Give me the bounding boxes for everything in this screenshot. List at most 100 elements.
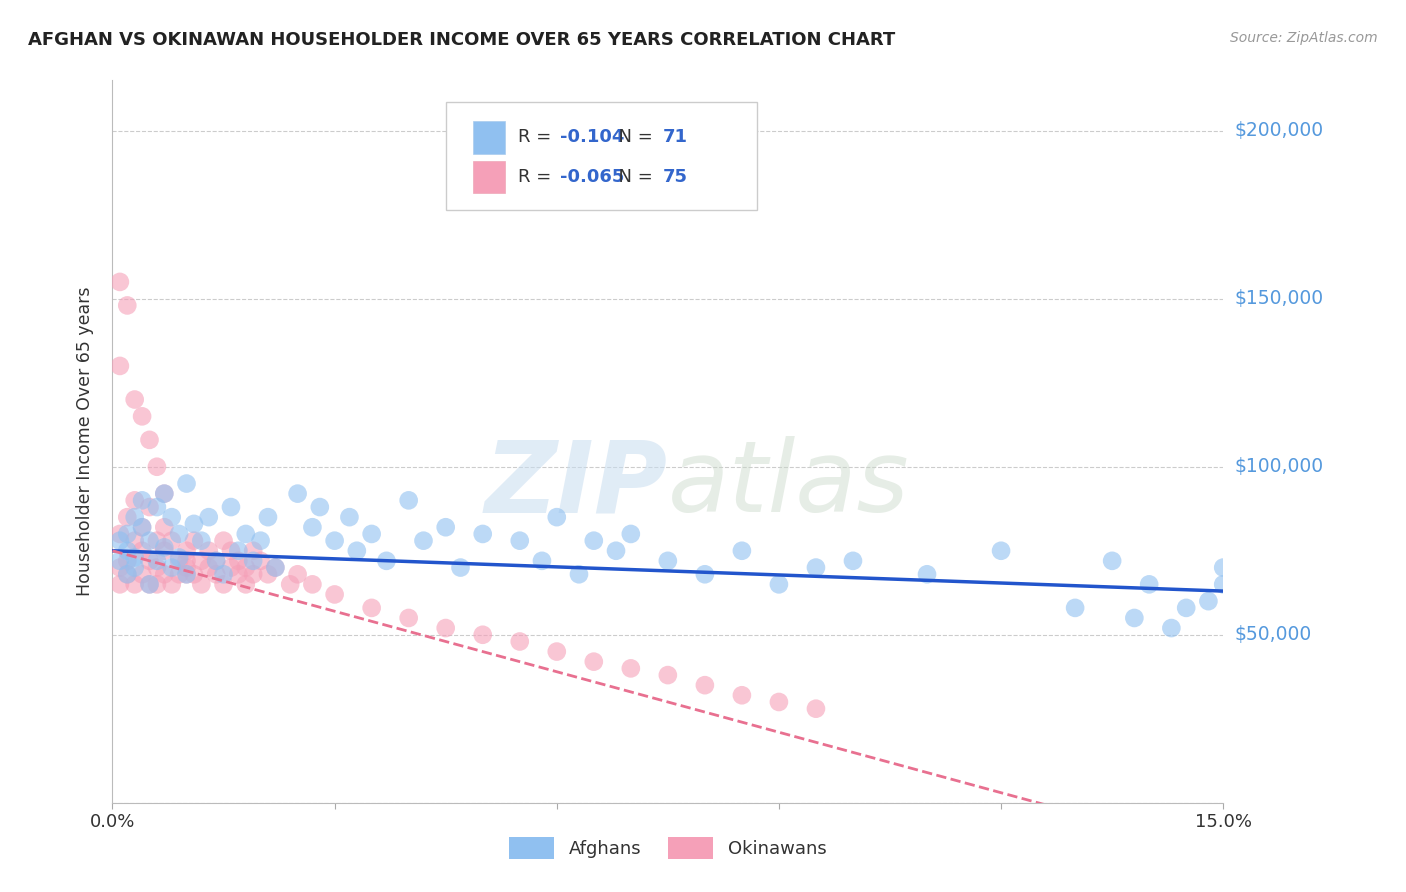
Point <box>146 533 169 548</box>
Bar <box>474 161 505 193</box>
Text: Source: ZipAtlas.com: Source: ZipAtlas.com <box>1230 31 1378 45</box>
Point <box>167 527 190 541</box>
Point <box>360 527 382 541</box>
Point <box>219 500 242 514</box>
Text: N =: N = <box>607 168 658 186</box>
Point <box>197 543 219 558</box>
Point <box>375 554 398 568</box>
Point <box>205 554 228 568</box>
Point <box>1197 594 1219 608</box>
Point <box>509 634 531 648</box>
Point <box>108 359 131 373</box>
Point <box>205 554 228 568</box>
Point <box>546 510 568 524</box>
Point <box>124 510 146 524</box>
Point <box>323 587 346 601</box>
Point <box>804 560 827 574</box>
Point <box>167 554 190 568</box>
Bar <box>474 121 505 153</box>
Point <box>138 577 160 591</box>
Point <box>434 621 457 635</box>
Point <box>117 298 139 312</box>
Point <box>131 409 153 424</box>
Point <box>731 543 754 558</box>
Point <box>235 527 257 541</box>
Point <box>568 567 591 582</box>
Point <box>131 567 153 582</box>
Point <box>219 560 242 574</box>
Point <box>235 560 257 574</box>
Point <box>108 560 131 574</box>
Point <box>153 541 176 555</box>
Point <box>287 486 309 500</box>
Point <box>176 476 198 491</box>
Point <box>398 493 420 508</box>
Text: $50,000: $50,000 <box>1234 625 1312 644</box>
Point <box>153 543 176 558</box>
Point <box>205 567 228 582</box>
Point <box>264 560 287 574</box>
Point <box>768 577 790 591</box>
Point <box>242 567 264 582</box>
Point <box>620 527 643 541</box>
Point <box>768 695 790 709</box>
Point <box>228 567 250 582</box>
Point <box>1212 577 1234 591</box>
Point <box>183 567 205 582</box>
Point <box>509 533 531 548</box>
Text: 75: 75 <box>662 168 688 186</box>
Point <box>131 543 153 558</box>
Text: -0.065: -0.065 <box>560 168 624 186</box>
Point <box>146 459 169 474</box>
Point <box>108 533 131 548</box>
Point <box>546 644 568 658</box>
Point <box>308 500 330 514</box>
Point <box>176 567 198 582</box>
Point <box>160 510 183 524</box>
Point <box>620 661 643 675</box>
Point <box>278 577 301 591</box>
Point <box>212 533 235 548</box>
Point <box>190 577 212 591</box>
Point <box>804 702 827 716</box>
Text: atlas: atlas <box>668 436 910 533</box>
Point <box>124 493 146 508</box>
Point <box>153 486 176 500</box>
Point <box>323 533 346 548</box>
Point <box>176 560 198 574</box>
Point <box>301 577 323 591</box>
Point <box>1101 554 1123 568</box>
Point <box>138 433 160 447</box>
Point <box>228 554 250 568</box>
Point <box>249 533 271 548</box>
Point <box>124 533 146 548</box>
Point <box>693 678 716 692</box>
Point <box>146 577 169 591</box>
Point <box>176 567 198 582</box>
Point <box>450 560 472 574</box>
Point <box>138 533 160 548</box>
Text: R =: R = <box>517 128 557 146</box>
Point <box>124 550 146 565</box>
Text: 71: 71 <box>662 128 688 146</box>
Point <box>257 510 280 524</box>
Point <box>108 554 131 568</box>
Point <box>471 527 494 541</box>
Point <box>257 567 280 582</box>
Point <box>287 567 309 582</box>
Point <box>242 554 264 568</box>
Point <box>138 577 160 591</box>
Point <box>117 567 139 582</box>
Point <box>228 543 250 558</box>
Point <box>693 567 716 582</box>
Point <box>108 577 131 591</box>
Point <box>471 628 494 642</box>
Point <box>124 392 146 407</box>
Point <box>582 655 605 669</box>
Point <box>197 510 219 524</box>
Point <box>264 560 287 574</box>
Point <box>176 543 198 558</box>
Point <box>434 520 457 534</box>
Point <box>160 560 183 574</box>
Point <box>657 668 679 682</box>
